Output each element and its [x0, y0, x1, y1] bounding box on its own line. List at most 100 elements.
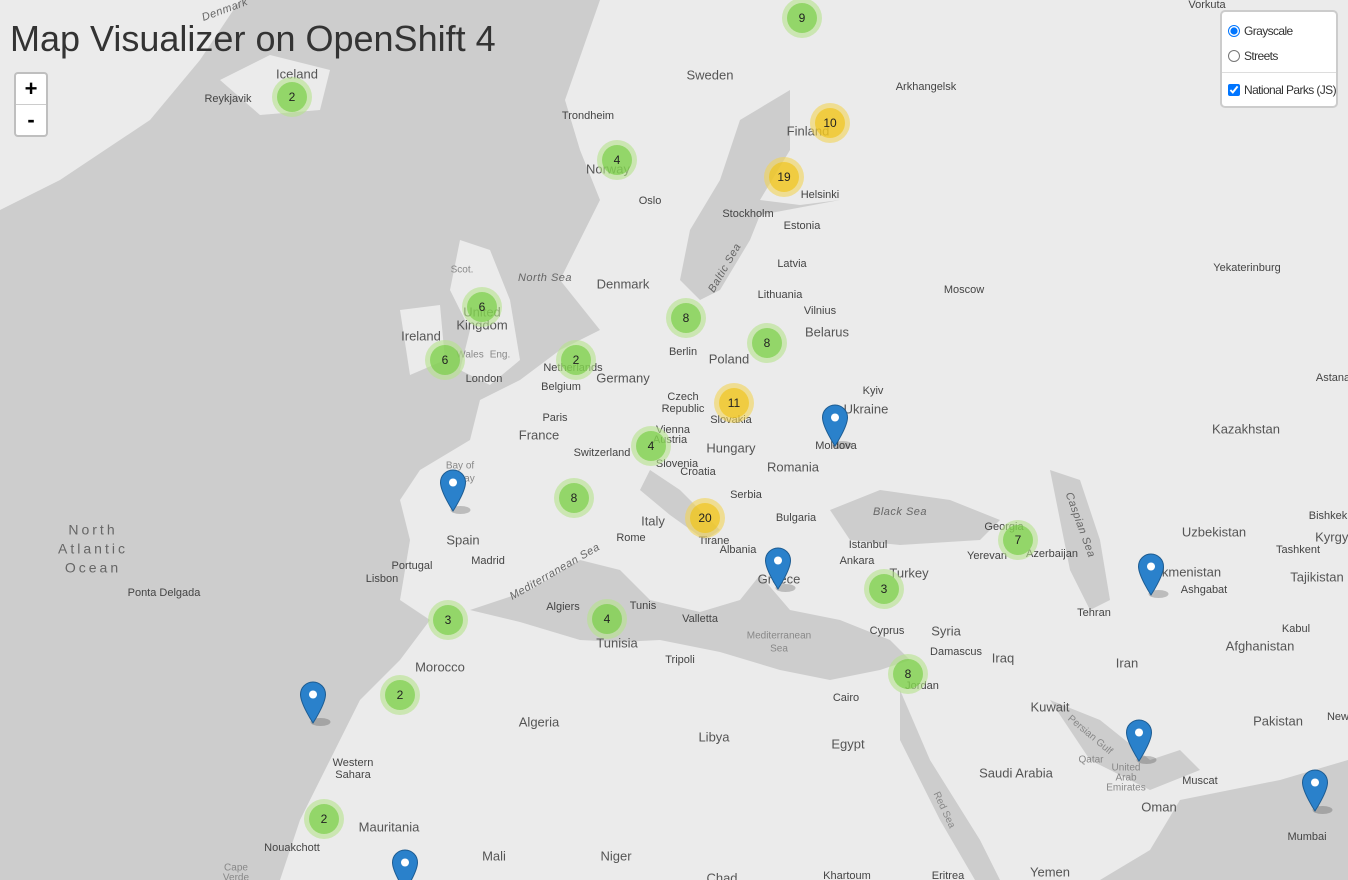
place-label: Kyiv — [863, 385, 884, 397]
place-label: Egypt — [831, 736, 865, 751]
cluster[interactable]: 4 — [597, 140, 637, 180]
cluster-count: 6 — [442, 353, 449, 367]
marker-dot — [309, 690, 317, 699]
cluster-count: 4 — [648, 439, 655, 453]
cluster-core — [561, 345, 591, 375]
marker[interactable] — [764, 547, 796, 592]
layer-option[interactable]: Grayscale — [1222, 18, 1336, 43]
place-label: Mumbai — [1287, 831, 1326, 843]
place-label: Morocco — [415, 659, 465, 674]
place-label: Yekaterinburg — [1213, 262, 1280, 274]
cluster[interactable]: 8 — [888, 654, 928, 694]
cluster[interactable]: 8 — [554, 478, 594, 518]
place-label: Algiers — [546, 601, 580, 613]
marker-dot — [831, 413, 839, 422]
cluster[interactable]: 2 — [272, 77, 312, 117]
place-label: Mali — [482, 848, 506, 863]
cluster-count: 20 — [698, 511, 712, 525]
place-label: Bay of — [446, 461, 475, 472]
marker[interactable] — [1137, 553, 1169, 598]
cluster[interactable]: 8 — [666, 298, 706, 338]
place-label: Albania — [720, 544, 758, 556]
cluster[interactable]: 7 — [998, 520, 1038, 560]
marker[interactable] — [299, 681, 331, 726]
cluster-count: 2 — [321, 812, 328, 826]
place-label: France — [519, 427, 559, 442]
cluster[interactable]: 20 — [685, 498, 725, 538]
place-label: Saudi Arabia — [979, 765, 1053, 780]
cluster-core — [1003, 525, 1033, 555]
zoom-in[interactable]: + — [16, 74, 46, 105]
cluster[interactable]: 3 — [428, 600, 468, 640]
cluster[interactable]: 6 — [425, 340, 465, 380]
cluster[interactable]: 2 — [556, 340, 596, 380]
cluster[interactable]: 8 — [747, 323, 787, 363]
cluster[interactable]: 3 — [864, 569, 904, 609]
cluster[interactable]: 9 — [782, 0, 822, 38]
marker-pin — [439, 469, 467, 512]
cluster-core — [690, 503, 720, 533]
cluster[interactable]: 2 — [304, 799, 344, 839]
cluster-count: 8 — [683, 311, 690, 325]
cluster-core — [671, 303, 701, 333]
checkbox-input[interactable] — [1228, 83, 1240, 96]
place-label: Ukraine — [844, 401, 889, 416]
marker[interactable] — [1125, 719, 1157, 764]
cluster[interactable]: 6 — [462, 287, 502, 327]
place-label: Romania — [767, 459, 820, 474]
zoom-out[interactable]: - — [27, 107, 35, 132]
marker-dot — [1311, 778, 1319, 787]
place-label: Chad — [706, 870, 737, 880]
cluster-count: 2 — [397, 688, 404, 702]
layer-option[interactable]: Streets — [1222, 43, 1336, 68]
marker[interactable] — [439, 469, 471, 514]
cluster[interactable]: 19 — [764, 157, 804, 197]
cluster[interactable]: 11 — [714, 383, 754, 423]
place-label: Arab — [1115, 773, 1137, 784]
place-label: Kabul — [1282, 623, 1310, 635]
place-label: Tehran — [1077, 607, 1111, 619]
place-label: Pakistan — [1253, 713, 1303, 728]
cluster-count: 3 — [445, 613, 452, 627]
place-label: Iceland — [276, 66, 318, 81]
place-label: Tashkent — [1276, 544, 1320, 556]
cluster[interactable]: 10 — [810, 103, 850, 143]
marker-pin — [1301, 769, 1329, 812]
cluster[interactable]: 2 — [380, 675, 420, 715]
place-label: Bishkek — [1309, 510, 1348, 522]
place-label: Uzbekistan — [1182, 524, 1246, 539]
cluster-core — [893, 659, 923, 689]
place-label: Sea — [770, 644, 788, 655]
radio-input[interactable] — [1228, 49, 1240, 62]
marker[interactable] — [1301, 769, 1333, 814]
radio-input[interactable] — [1228, 24, 1240, 37]
place-label: Reykjavik — [204, 93, 252, 105]
cluster[interactable]: 4 — [631, 426, 671, 466]
cluster-count: 4 — [614, 153, 621, 167]
place-label: Eng. — [490, 350, 511, 361]
place-label: Ireland — [401, 328, 441, 343]
cluster[interactable]: 4 — [587, 599, 627, 639]
marker-shadow — [1136, 756, 1157, 764]
place-label: Spain — [446, 532, 479, 547]
layer-control: Grayscale Streets National Parks (JS) — [1220, 10, 1338, 108]
layer-option[interactable]: National Parks (JS) — [1222, 77, 1337, 102]
place-label: Kazakhstan — [1212, 421, 1280, 436]
marker[interactable] — [391, 849, 423, 880]
place-label: Belarus — [805, 324, 850, 339]
cluster-core — [467, 292, 497, 322]
place-label: Denmark — [597, 276, 650, 291]
marker[interactable] — [821, 404, 853, 449]
place-label: Italy — [641, 513, 665, 528]
place-label: Switzerland — [574, 447, 631, 459]
cluster-core — [559, 483, 589, 513]
layer-label: National Parks (JS) — [1244, 82, 1337, 97]
place-label: Azerbaijan — [1026, 548, 1078, 560]
place-label: United — [1112, 763, 1141, 774]
cluster-core — [752, 328, 782, 358]
place-label: Yerevan — [967, 550, 1007, 562]
zoom-control: + - — [14, 72, 48, 137]
place-label: Nouakchott — [264, 842, 320, 854]
